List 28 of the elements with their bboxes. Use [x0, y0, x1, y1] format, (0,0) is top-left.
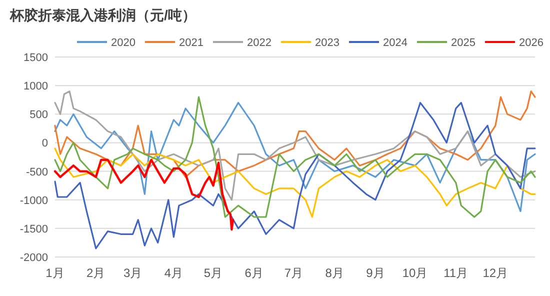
- legend-label: 2021: [179, 37, 204, 49]
- legend-label: 2025: [451, 37, 476, 49]
- y-tick-label: 1000: [24, 80, 48, 93]
- x-tick-label: 2月: [86, 266, 106, 280]
- x-tick-label: 1月: [46, 266, 64, 280]
- legend-label: 2022: [247, 37, 272, 49]
- y-tick-label: -500: [26, 166, 48, 178]
- legend-label: 2020: [111, 37, 136, 49]
- x-tick-label: 8月: [325, 266, 344, 280]
- x-tick-label: 12月: [482, 266, 508, 280]
- legend-label: 2023: [315, 37, 340, 49]
- x-tick-label: 5月: [204, 266, 223, 280]
- x-tick-label: 3月: [123, 266, 142, 280]
- x-tick-label: 11月: [444, 266, 468, 280]
- chart-title: 杯胶折泰混入港利润（元/吨）: [9, 7, 196, 23]
- x-tick-label: 10月: [402, 266, 428, 280]
- y-tick-label: -1000: [20, 194, 48, 207]
- legend-label: 2024: [383, 37, 408, 49]
- x-tick-label: 4月: [164, 266, 184, 280]
- y-tick-label: 500: [30, 109, 48, 122]
- y-tick-label: -2000: [20, 252, 48, 264]
- y-tick-label: 0: [42, 138, 48, 150]
- x-tick-label: 7月: [284, 266, 304, 280]
- legend-label: 2026: [519, 37, 544, 49]
- x-tick-label: 9月: [366, 266, 385, 280]
- y-tick-label: -1500: [20, 223, 48, 236]
- y-tick-label: 1500: [24, 52, 48, 64]
- x-tick-label: 6月: [244, 266, 264, 280]
